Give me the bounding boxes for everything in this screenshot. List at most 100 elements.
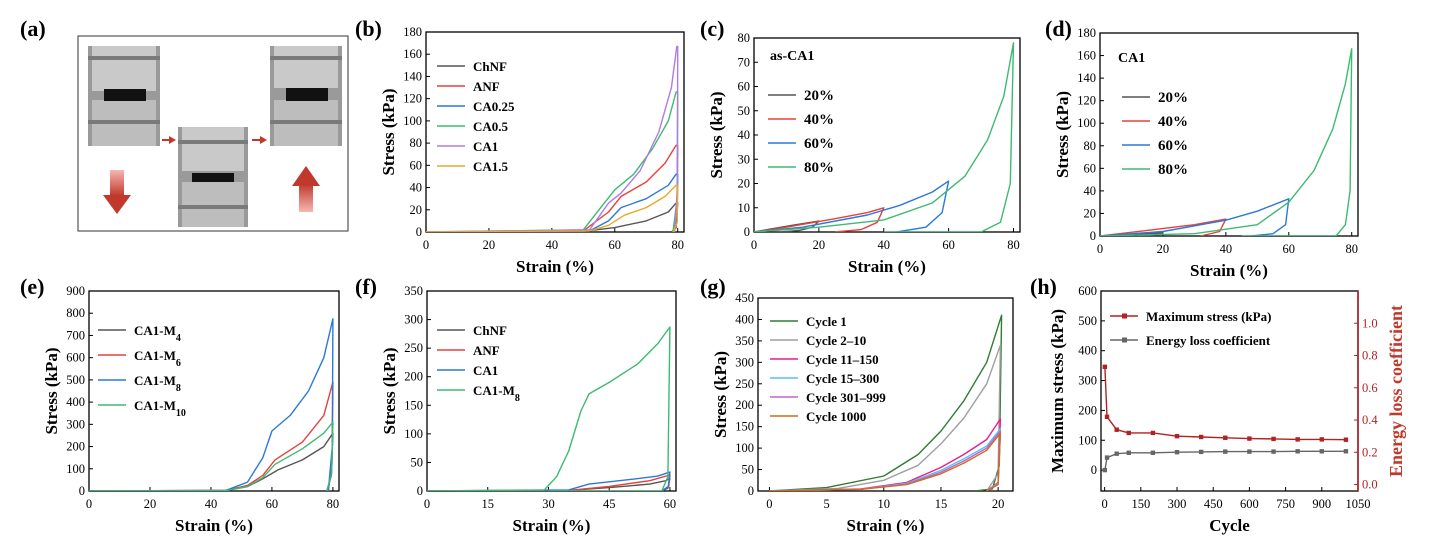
- data-point: [1319, 437, 1325, 442]
- y-tick-label: 40: [410, 181, 423, 195]
- series-4: [426, 45, 679, 232]
- legend-label: 20%: [1158, 90, 1188, 106]
- series-1: [1100, 218, 1227, 236]
- y-tick-label: 80: [410, 136, 423, 150]
- series-line: [427, 326, 671, 491]
- y-tick-label: 300: [1078, 374, 1097, 388]
- up-arrow-icon: [292, 166, 320, 212]
- legend-label: ANF: [473, 343, 500, 358]
- y-tick-label: 200: [66, 440, 85, 454]
- x-tick-label: 40: [1220, 242, 1233, 256]
- panel-label: (a): [20, 16, 46, 41]
- legend-label: Cycle 1000: [806, 409, 866, 424]
- y-tick-label: 40: [1084, 184, 1097, 198]
- series-line: [1104, 450, 1346, 471]
- data-point: [1114, 427, 1119, 432]
- legend-entry: Cycle 301–999: [770, 390, 886, 405]
- x-tick-label: 60: [1283, 242, 1296, 256]
- x-axis-label: Cycle: [1209, 516, 1250, 535]
- legend-label: Cycle 301–999: [806, 390, 886, 405]
- series-line: [769, 314, 1003, 491]
- plot-frame: [757, 297, 1014, 492]
- y-tick-label: 250: [404, 341, 423, 355]
- x-tick-label: 80: [1345, 242, 1358, 256]
- legend-label: 40%: [1158, 114, 1188, 130]
- plot-frame: [1099, 32, 1359, 237]
- legend-label: ChNF: [473, 323, 507, 338]
- y-tick-label: 60: [1084, 161, 1097, 175]
- data-point: [1223, 449, 1228, 454]
- y-axis-label: Stress (kPa): [42, 347, 61, 434]
- legend-label: Cycle 11–150: [806, 352, 879, 367]
- legend-entry: Energy loss coefficient: [1110, 333, 1271, 348]
- data-point: [1104, 455, 1110, 460]
- series-line: [426, 184, 679, 232]
- chart-annotation: CA1: [1118, 51, 1145, 66]
- panel-e: (e)0 20 40 60 800100200300400500600700800900…: [20, 274, 340, 535]
- panel-label: (e): [20, 274, 44, 299]
- y-tick-label: 300: [66, 417, 85, 431]
- x-axis-label: Strain (%): [175, 516, 253, 535]
- panel-label: (c): [700, 16, 724, 41]
- data-point: [1126, 450, 1131, 455]
- y-tick-label: 50: [738, 104, 751, 118]
- compression-photo-3: [270, 46, 342, 146]
- y-tick-label: 500: [1078, 314, 1097, 328]
- panel-b: (b) 0 20 40 60 80 0 20 40 60 80 100 120 140 160 180 Stra…: [355, 16, 685, 276]
- series-line: [1100, 198, 1290, 236]
- y-tick-label: 100: [403, 114, 422, 128]
- y-tick-label: 180: [1077, 26, 1096, 40]
- x-tick-label: 600: [1240, 497, 1259, 511]
- compression-photo-2: [178, 127, 248, 227]
- x-tick-label: 900: [1312, 497, 1331, 511]
- legend-entry: CA1-M8: [98, 373, 181, 394]
- series-1: [89, 381, 334, 491]
- data-point: [1198, 434, 1204, 440]
- data-point: [1295, 437, 1300, 442]
- legend-label: 80%: [804, 160, 834, 176]
- series-2: [89, 318, 334, 491]
- y-tick-label: 30: [738, 152, 751, 166]
- y-tick-label: 50: [411, 455, 424, 469]
- legend-label: 20%: [804, 88, 834, 104]
- legend-label: 60%: [804, 136, 834, 152]
- series-line: [89, 318, 334, 491]
- panel-c: (c) 0 20 40 60 80 0 10 20 30 40 50 60 70 80 Strain (%) S…: [700, 16, 1021, 276]
- y-tick-label: 100: [66, 462, 85, 476]
- legend-entry: CA1-M4: [98, 323, 181, 344]
- compression-photo-1: [88, 46, 160, 146]
- series-0: [769, 314, 1003, 491]
- y-tick-label: 0: [417, 484, 423, 498]
- panel-label: (f): [355, 274, 377, 299]
- panel-label: (g): [700, 274, 726, 299]
- legend-label: Energy loss coefficient: [1146, 333, 1271, 348]
- x-tick-label: 0: [1097, 242, 1103, 256]
- y-right-tick-label: 0.2: [1362, 445, 1378, 459]
- legend-label-subscript: 10: [176, 408, 186, 419]
- y-tick-label: 100: [1078, 433, 1097, 447]
- series-0: [89, 432, 334, 491]
- y-tick-label: 300: [404, 313, 423, 327]
- series-line: [426, 173, 679, 232]
- y-tick-label: 120: [403, 92, 422, 106]
- legend-label: CA1-M6: [134, 348, 181, 369]
- series-2: [1100, 198, 1290, 236]
- legend-label: CA0.5: [473, 119, 509, 134]
- y-tick-label: 400: [1078, 344, 1097, 358]
- y-tick-label: 400: [735, 312, 754, 326]
- series-3: [754, 42, 1015, 232]
- legend-entry: CA1: [437, 139, 498, 154]
- legend-entry: CA0.25: [437, 99, 515, 114]
- series-line: [1100, 48, 1353, 236]
- y-tick-label: 500: [66, 373, 85, 387]
- series-line: [769, 344, 1002, 491]
- x-axis-label: Strain (%): [848, 257, 926, 276]
- series-5: [769, 432, 1002, 491]
- legend-entry: CA1: [437, 363, 498, 378]
- legend-label: CA1-M8: [473, 383, 520, 404]
- y-tick-label: 200: [404, 370, 423, 384]
- y-tick-label: 100: [404, 427, 423, 441]
- legend-label: Cycle 1: [806, 314, 847, 329]
- series-line: [1104, 366, 1346, 441]
- x-tick-label: 0: [766, 497, 772, 511]
